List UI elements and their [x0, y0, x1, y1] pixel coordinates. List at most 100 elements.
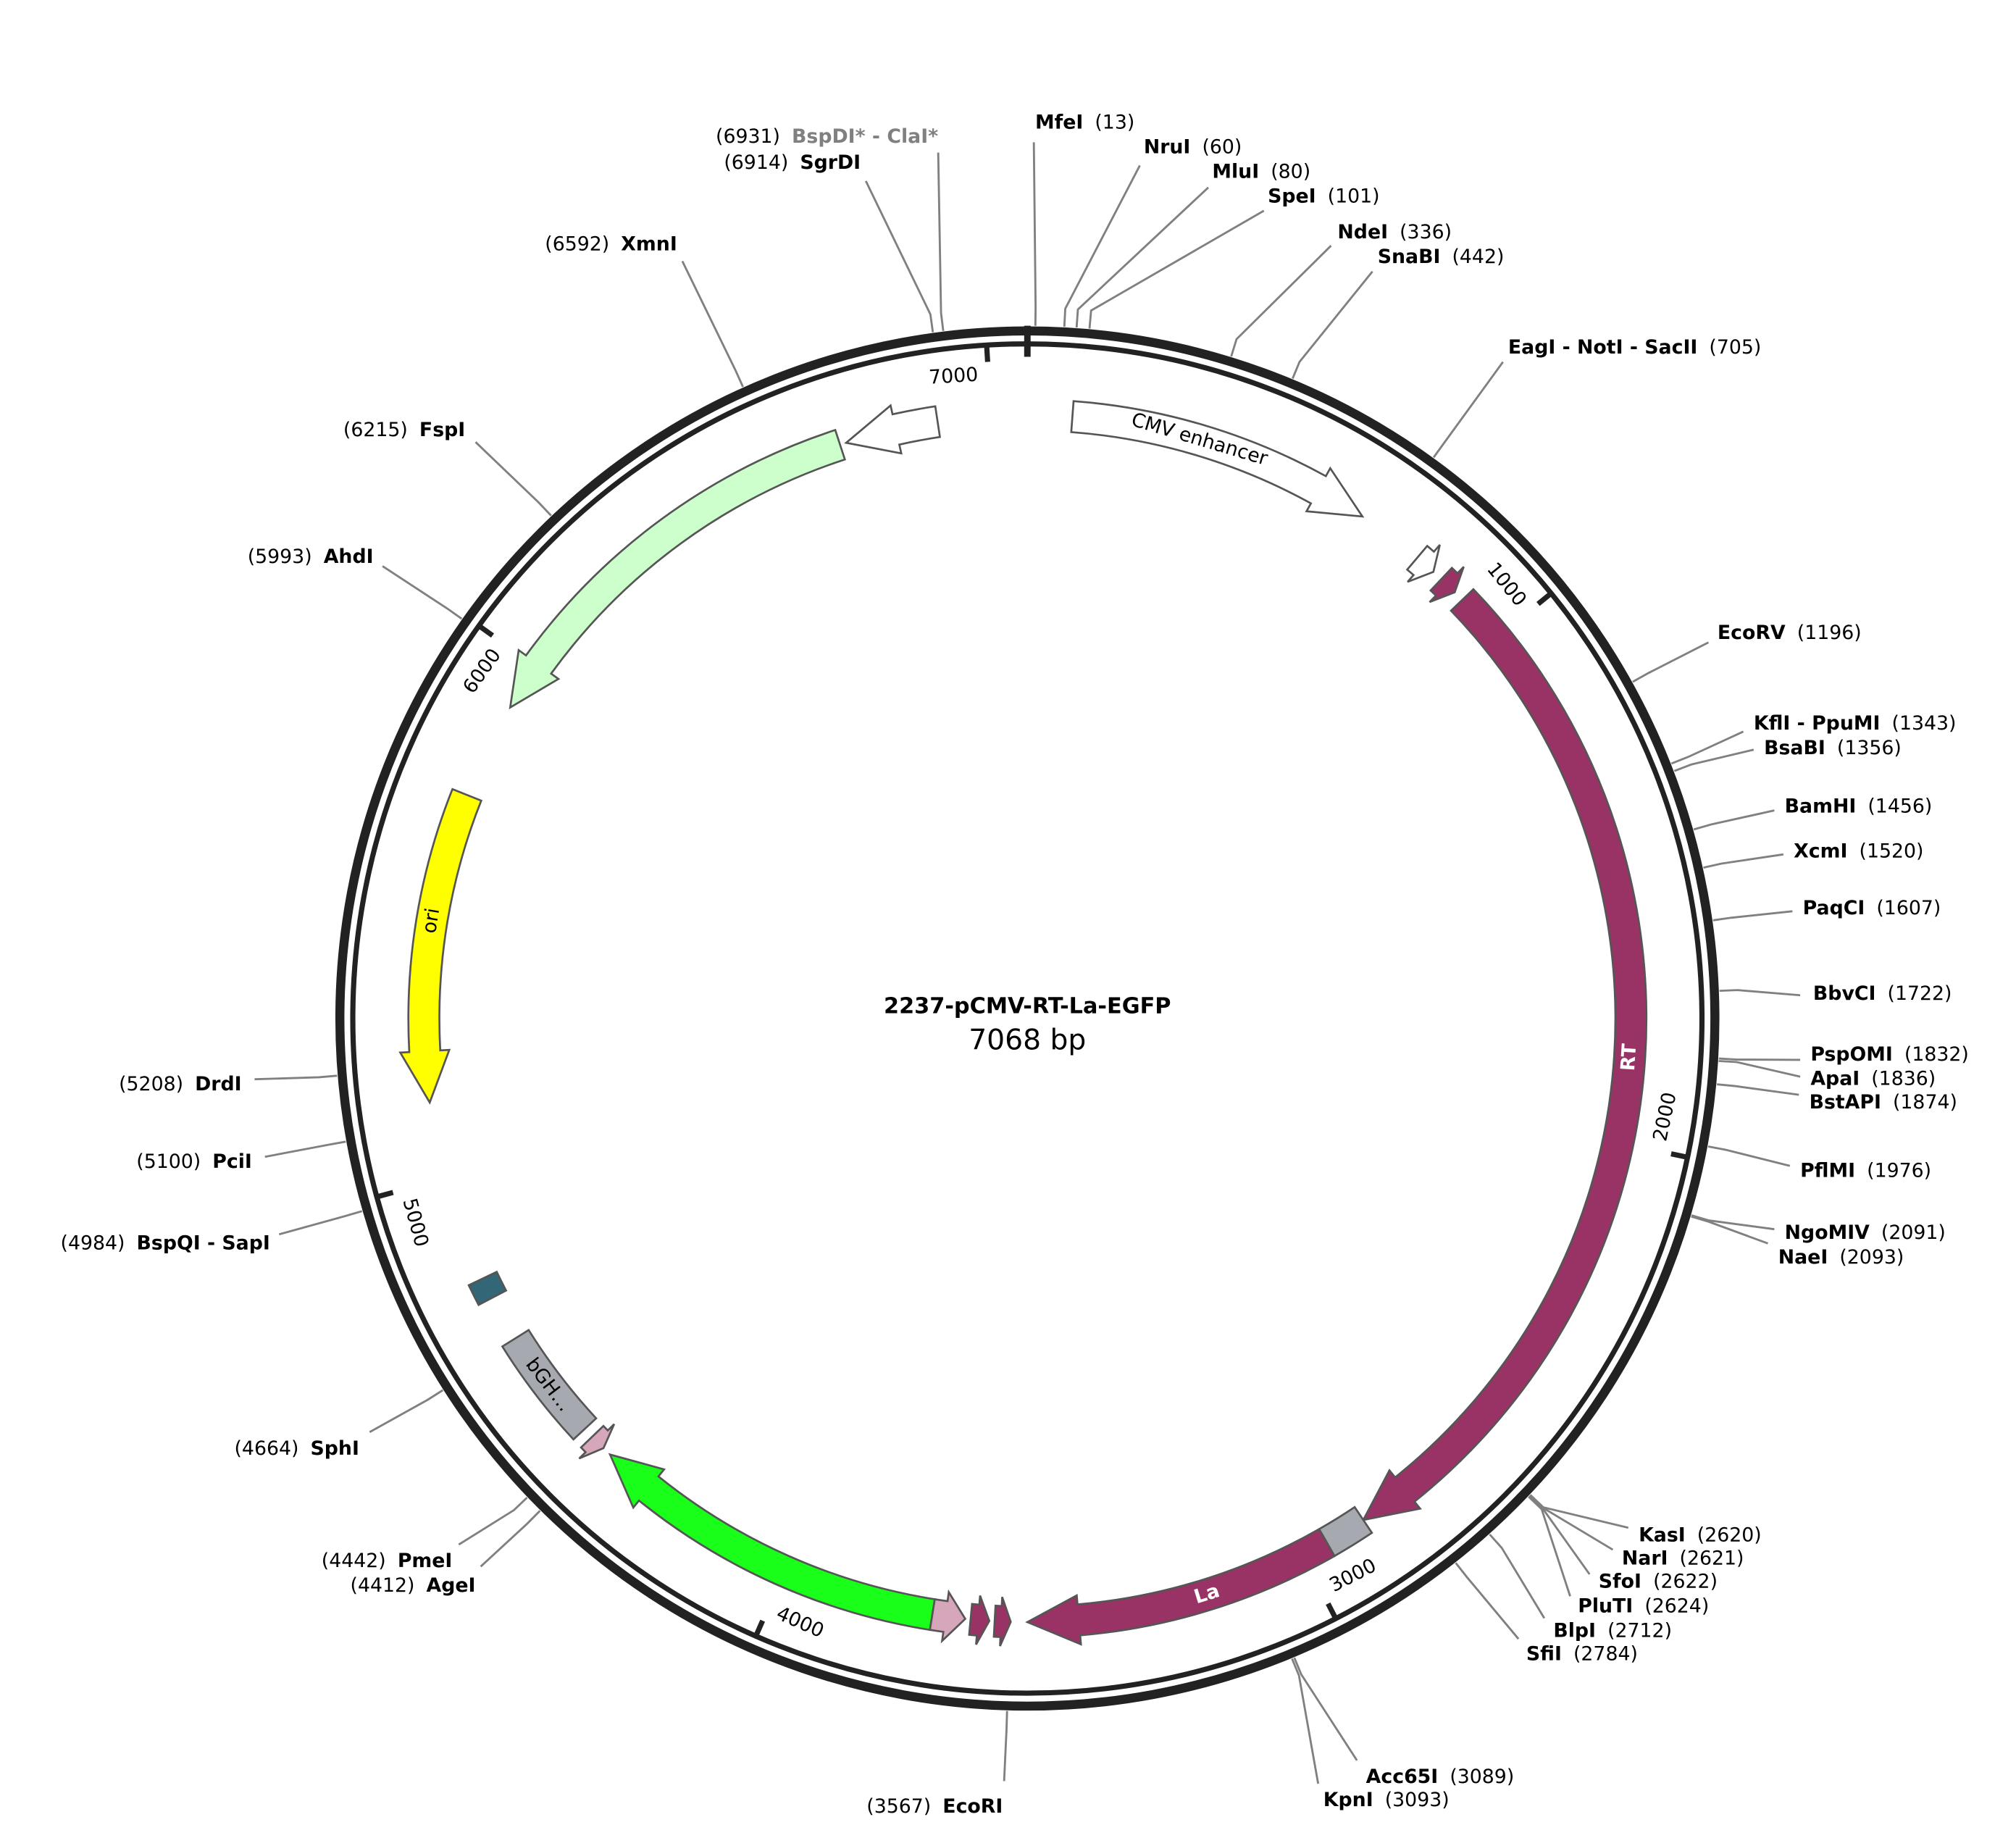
site-name: PaqCI [1803, 897, 1865, 919]
site-name: DrdI [195, 1072, 242, 1095]
site-line [1230, 245, 1332, 357]
site-line [254, 1074, 338, 1081]
feature [1025, 1527, 1337, 1646]
site-label: (3567) EcoRI [866, 1795, 1003, 1818]
site-name: BspQI - SapI [137, 1232, 270, 1254]
site-line [1489, 1533, 1546, 1619]
site-name: PflMI [1800, 1159, 1855, 1182]
site-name: BbvCI [1813, 982, 1876, 1004]
site-name: XcmI [1794, 840, 1847, 862]
site-position: (4412) [351, 1574, 415, 1597]
site-line [1718, 1057, 1801, 1061]
site-label: BstAPI (1874) [1810, 1090, 1957, 1113]
site-name: BamHI [1785, 795, 1857, 817]
site-line [864, 180, 934, 333]
site-line [1528, 1495, 1614, 1551]
tick-label: 2000 [1649, 1090, 1681, 1143]
site-position: (5208) [119, 1072, 183, 1095]
site-position: (442) [1452, 246, 1504, 268]
feature [398, 788, 483, 1105]
site-position: (1836) [1871, 1067, 1936, 1090]
site-label: (4984) BspQI - SapI [61, 1232, 270, 1254]
site-position: (6592) [545, 233, 609, 255]
site-line [1003, 1710, 1008, 1781]
site-label: SnaBI (442) [1378, 246, 1505, 268]
site-line [480, 1510, 541, 1568]
site-line [1673, 748, 1754, 772]
site-label: KpnI (3093) [1323, 1789, 1450, 1811]
site-label: SfoI (2622) [1599, 1570, 1718, 1592]
site-position: (2712) [1607, 1619, 1672, 1642]
site-position: (1520) [1860, 840, 1924, 862]
tick-label: 4000 [773, 1602, 827, 1642]
site-line [1432, 361, 1504, 459]
site-line [1717, 1083, 1799, 1096]
feature [501, 1328, 598, 1441]
site-line [1293, 1657, 1358, 1761]
site-label: (5208) DrdI [119, 1072, 242, 1095]
tick-mark [377, 1190, 394, 1200]
site-label: PflMI (1976) [1800, 1159, 1931, 1182]
feature [1429, 566, 1465, 603]
site-label: KasI (2620) [1639, 1524, 1762, 1546]
site-label: NdeI (336) [1337, 221, 1452, 243]
site-label: Acc65I (3089) [1366, 1766, 1515, 1788]
site-label: EagI - NotI - SacII (705) [1508, 335, 1761, 358]
site-line [937, 152, 945, 331]
site-name: SnaBI [1378, 246, 1441, 268]
site-label: PluTI (2624) [1578, 1595, 1709, 1617]
site-line [681, 260, 744, 388]
site-position: (6914) [724, 151, 788, 173]
site-label: NruI (60) [1144, 135, 1242, 158]
site-name: PmeI [398, 1550, 453, 1572]
site-label: PspOMI (1832) [1810, 1043, 1969, 1065]
site-name: SgrDI [800, 151, 861, 173]
site-position: (1343) [1892, 712, 1957, 735]
site-position: (6215) [343, 419, 408, 441]
site-line [1063, 164, 1141, 327]
feature [992, 1596, 1012, 1647]
feature [1070, 400, 1365, 518]
site-line [1032, 142, 1037, 326]
site-name: SfiI [1526, 1642, 1562, 1665]
site-label: BbvCI (1722) [1813, 982, 1952, 1004]
site-position: (101) [1328, 185, 1380, 207]
tick-label: 7000 [928, 364, 979, 389]
site-position: (1196) [1797, 622, 1862, 644]
site-position: (2621) [1680, 1547, 1744, 1569]
site-line [1670, 730, 1744, 765]
site-name: XmnI [621, 233, 677, 255]
site-name: NarI [1622, 1547, 1668, 1569]
site-label: (4442) PmeI [322, 1550, 453, 1572]
site-position: (1976) [1867, 1159, 1931, 1182]
feature [509, 428, 847, 710]
site-name: NruI [1144, 135, 1191, 158]
tick-label: 1000 [1482, 559, 1531, 611]
site-label: NgoMIV (2091) [1785, 1221, 1946, 1244]
site-name: ApaI [1810, 1067, 1860, 1090]
site-name: AgeI [427, 1574, 476, 1597]
site-line [1693, 809, 1775, 831]
site-name: KasI [1639, 1524, 1686, 1546]
site-position: (1832) [1904, 1043, 1969, 1065]
feature [608, 1453, 936, 1632]
site-label: SfiI (2784) [1526, 1642, 1638, 1665]
site-position: (3093) [1385, 1789, 1450, 1811]
site-position: (13) [1095, 111, 1134, 133]
site-label: KflI - PpuMI (1343) [1754, 712, 1957, 735]
tick-mark [1670, 1151, 1687, 1160]
site-line [1719, 989, 1801, 997]
site-label: NarI (2621) [1622, 1547, 1744, 1569]
site-label: (6215) FspI [343, 419, 465, 441]
site-name: MluI [1212, 160, 1259, 183]
site-position: (4442) [322, 1550, 386, 1572]
tick-mark [1326, 1602, 1338, 1619]
site-line [1292, 270, 1373, 380]
feature-label: RT [1617, 1043, 1641, 1072]
site-name: BlpI [1553, 1619, 1596, 1642]
site-position: (336) [1400, 221, 1452, 243]
site-position: (1456) [1867, 795, 1932, 817]
site-line [1088, 209, 1265, 329]
